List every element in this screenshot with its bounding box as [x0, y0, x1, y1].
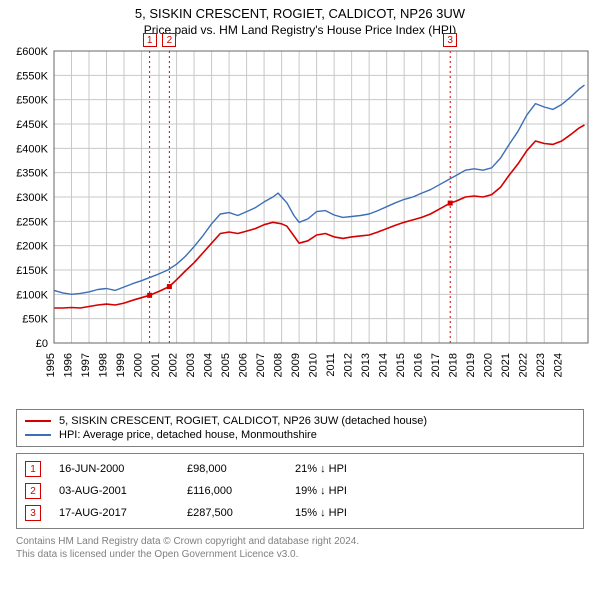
legend-swatch — [25, 420, 51, 422]
chart-title: 5, SISKIN CRESCENT, ROGIET, CALDICOT, NP… — [6, 6, 594, 21]
svg-text:1997: 1997 — [80, 353, 92, 377]
legend-swatch — [25, 434, 51, 436]
svg-text:£500K: £500K — [16, 95, 48, 107]
svg-text:2010: 2010 — [308, 353, 320, 377]
svg-text:2015: 2015 — [395, 353, 407, 377]
svg-text:1998: 1998 — [98, 353, 110, 377]
svg-text:2013: 2013 — [360, 353, 372, 377]
event-price: £116,000 — [187, 485, 277, 497]
table-row: 3 17-AUG-2017 £287,500 15% ↓ HPI — [25, 502, 575, 524]
svg-text:£0: £0 — [36, 338, 48, 350]
event-number: 1 — [25, 461, 41, 477]
svg-text:2018: 2018 — [448, 353, 460, 377]
event-number: 2 — [25, 483, 41, 499]
attribution: Contains HM Land Registry data © Crown c… — [16, 535, 584, 561]
event-marker: 1 — [143, 33, 157, 47]
svg-text:2006: 2006 — [238, 353, 250, 377]
event-marker: 2 — [162, 33, 176, 47]
event-diff: 15% ↓ HPI — [295, 507, 385, 519]
legend-label: HPI: Average price, detached house, Monm… — [59, 429, 317, 441]
attribution-line: This data is licensed under the Open Gov… — [16, 548, 584, 561]
event-price: £287,500 — [187, 507, 277, 519]
event-date: 17-AUG-2017 — [59, 507, 169, 519]
chart-subtitle: Price paid vs. HM Land Registry's House … — [6, 23, 594, 37]
svg-text:2016: 2016 — [413, 353, 425, 377]
event-number: 3 — [25, 505, 41, 521]
svg-text:£450K: £450K — [16, 119, 48, 131]
svg-text:£300K: £300K — [16, 192, 48, 204]
svg-text:2023: 2023 — [535, 353, 547, 377]
svg-text:2020: 2020 — [483, 353, 495, 377]
event-marker: 3 — [443, 33, 457, 47]
legend-row: HPI: Average price, detached house, Monm… — [25, 428, 575, 442]
svg-text:2008: 2008 — [273, 353, 285, 377]
event-date: 16-JUN-2000 — [59, 463, 169, 475]
svg-text:£400K: £400K — [16, 143, 48, 155]
svg-text:£150K: £150K — [16, 265, 48, 277]
svg-text:2019: 2019 — [465, 353, 477, 377]
svg-text:1996: 1996 — [63, 353, 75, 377]
table-row: 2 03-AUG-2001 £116,000 19% ↓ HPI — [25, 480, 575, 502]
event-price: £98,000 — [187, 463, 277, 475]
legend-row: 5, SISKIN CRESCENT, ROGIET, CALDICOT, NP… — [25, 414, 575, 428]
sale-events-table: 1 16-JUN-2000 £98,000 21% ↓ HPI 2 03-AUG-2001… — [16, 453, 584, 529]
svg-text:2000: 2000 — [133, 353, 145, 377]
svg-text:2003: 2003 — [185, 353, 197, 377]
svg-text:1995: 1995 — [45, 353, 57, 377]
event-date: 03-AUG-2001 — [59, 485, 169, 497]
svg-text:£600K: £600K — [16, 46, 48, 58]
svg-text:2001: 2001 — [150, 353, 162, 377]
svg-text:2022: 2022 — [518, 353, 530, 377]
svg-text:2009: 2009 — [290, 353, 302, 377]
attribution-line: Contains HM Land Registry data © Crown c… — [16, 535, 584, 548]
chart-svg: £0 £50K £100K £150K £200K £250K £300K £350K £400… — [6, 43, 594, 401]
svg-text:2007: 2007 — [255, 353, 267, 377]
svg-text:2017: 2017 — [430, 353, 442, 377]
svg-text:£250K: £250K — [16, 216, 48, 228]
svg-text:£50K: £50K — [22, 314, 48, 326]
svg-text:£550K: £550K — [16, 70, 48, 82]
svg-text:£350K: £350K — [16, 168, 48, 180]
svg-text:2021: 2021 — [500, 353, 512, 377]
svg-text:2002: 2002 — [168, 353, 180, 377]
svg-text:£200K: £200K — [16, 241, 48, 253]
svg-text:2005: 2005 — [220, 353, 232, 377]
svg-text:2024: 2024 — [553, 353, 565, 377]
event-diff: 21% ↓ HPI — [295, 463, 385, 475]
svg-text:2004: 2004 — [203, 353, 215, 377]
legend-label: 5, SISKIN CRESCENT, ROGIET, CALDICOT, NP… — [59, 415, 427, 427]
svg-text:2012: 2012 — [343, 353, 355, 377]
svg-text:1999: 1999 — [115, 353, 127, 377]
legend: 5, SISKIN CRESCENT, ROGIET, CALDICOT, NP… — [16, 409, 584, 447]
event-diff: 19% ↓ HPI — [295, 485, 385, 497]
table-row: 1 16-JUN-2000 £98,000 21% ↓ HPI — [25, 458, 575, 480]
svg-text:2011: 2011 — [325, 353, 337, 377]
svg-text:£100K: £100K — [16, 289, 48, 301]
chart: £0 £50K £100K £150K £200K £250K £300K £350K £400… — [6, 43, 594, 403]
svg-text:2014: 2014 — [378, 353, 390, 377]
